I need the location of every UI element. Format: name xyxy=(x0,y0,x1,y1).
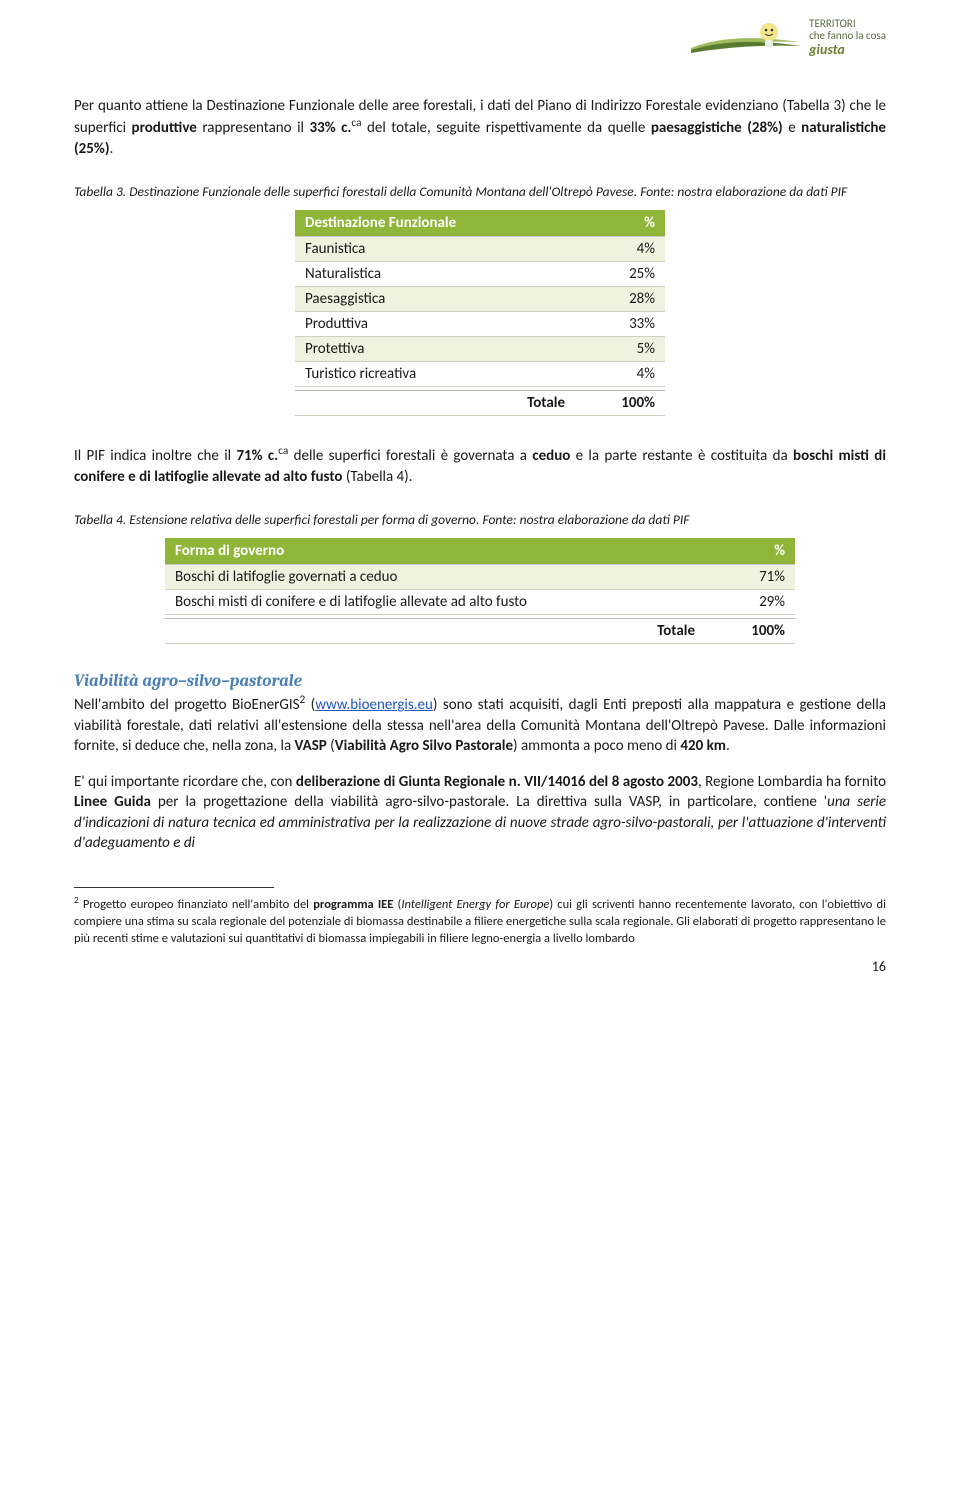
table-total-pct: 100% xyxy=(725,619,795,644)
table-cell-pct: 28% xyxy=(595,287,665,312)
table-3: Destinazione Funzionale % Faunistica4%Na… xyxy=(295,210,665,416)
table-cell-label: Produttiva xyxy=(295,312,595,337)
logo-text: TERRITORI che fanno la cosa giusta xyxy=(809,18,886,58)
p3-b2: Viabilità Agro Silvo Pastorale xyxy=(335,737,513,755)
p2-sup1: ca xyxy=(278,444,288,458)
table-cell-pct: 25% xyxy=(595,262,665,287)
table-cell-label: Turistico ricreativa xyxy=(295,362,595,387)
table-total-label: Totale xyxy=(295,391,595,416)
p2-seg4: (Tabella 4). xyxy=(342,468,412,486)
page-number: 16 xyxy=(74,958,886,975)
table-cell-pct: 71% xyxy=(725,565,795,590)
p3-seg6: . xyxy=(726,737,730,755)
p1-seg5: . xyxy=(110,140,114,158)
p2-seg1: Il PIF indica inoltre che il xyxy=(74,447,236,465)
p3-b3: 420 km xyxy=(680,737,726,755)
table-row: Faunistica4% xyxy=(295,237,665,262)
p1-seg4: e xyxy=(783,119,801,137)
t4-header-label: Forma di governo xyxy=(165,538,725,565)
p2-seg3: e la parte restante è costituita da xyxy=(570,447,793,465)
paragraph-2: Il PIF indica inoltre che il 71% c.ca de… xyxy=(74,444,886,487)
table-cell-label: Boschi misti di conifere e di latifoglie… xyxy=(165,590,725,615)
p4-seg3: per la progettazione della viabilità agr… xyxy=(151,793,827,811)
p1-seg2: rappresentano il xyxy=(197,119,310,137)
p4-b1: deliberazione di Giunta Regionale n. VII… xyxy=(296,773,698,791)
p4-seg1: E' qui importante ricordare che, con xyxy=(74,773,296,791)
p3-seg5: ) ammonta a poco meno di xyxy=(513,737,680,755)
table-cell-label: Faunistica xyxy=(295,237,595,262)
p2-b2: ceduo xyxy=(532,447,570,465)
fn-i1: Intelligent Energy for Europe xyxy=(401,897,549,912)
table-total-row: Totale100% xyxy=(165,619,795,644)
table-4: Forma di governo % Boschi di latifoglie … xyxy=(165,538,795,644)
logo-swoosh-icon xyxy=(691,20,801,56)
table-row: Protettiva5% xyxy=(295,337,665,362)
table-total-label: Totale xyxy=(165,619,725,644)
table-cell-label: Paesaggistica xyxy=(295,287,595,312)
paragraph-3: Nell'ambito del progetto BioEnerGIS2 (ww… xyxy=(74,693,886,756)
logo-line3: giusta xyxy=(809,41,845,58)
logo-line2: che fanno la cosa xyxy=(809,29,886,42)
table3-caption: Tabella 3. Destinazione Funzionale delle… xyxy=(74,183,886,201)
p2-b1: 71% c. xyxy=(236,447,278,465)
p3-seg1: Nell'ambito del progetto BioEnerGIS xyxy=(74,696,300,714)
p3-seg4: ( xyxy=(327,737,335,755)
table-row: Turistico ricreativa4% xyxy=(295,362,665,387)
p4-seg2: , Regione Lombardia ha fornito xyxy=(698,773,886,791)
t3-header-pct: % xyxy=(595,210,665,237)
table-total-pct: 100% xyxy=(595,391,665,416)
table-row: Boschi di latifoglie governati a ceduo71… xyxy=(165,565,795,590)
p1-sup1: ca xyxy=(351,116,361,130)
p1-b3: paesaggistiche (28%) xyxy=(651,119,783,137)
table-row: Boschi misti di conifere e di latifoglie… xyxy=(165,590,795,615)
p4-b2: Linee Guida xyxy=(74,793,151,811)
subheading-viabilita: Viabilità agro–silvo–pastorale xyxy=(74,672,886,691)
p1-seg3: del totale, seguite rispettivamente da q… xyxy=(361,119,650,137)
footnote-2: 2 Progetto europeo finanziato nell'ambit… xyxy=(74,894,886,948)
t3-header-label: Destinazione Funzionale xyxy=(295,210,595,237)
header-logo: TERRITORI che fanno la cosa giusta xyxy=(691,18,886,58)
t4-header-pct: % xyxy=(725,538,795,565)
footnote-separator xyxy=(74,887,274,888)
paragraph-4: E' qui importante ricordare che, con del… xyxy=(74,772,886,853)
p1-b2: 33% c. xyxy=(309,119,351,137)
table-cell-pct: 29% xyxy=(725,590,795,615)
fn-seg1: Progetto europeo finanziato nell'ambito … xyxy=(79,897,313,912)
table-row: Naturalistica25% xyxy=(295,262,665,287)
table-cell-label: Protettiva xyxy=(295,337,595,362)
fn-b1: programma IEE xyxy=(313,897,393,912)
p2-seg2: delle superfici forestali è governata a xyxy=(288,447,532,465)
paragraph-1: Per quanto attiene la Destinazione Funzi… xyxy=(74,96,886,159)
p3-seg2: ( xyxy=(305,696,315,714)
p3-b1: VASP xyxy=(295,737,327,755)
table-cell-pct: 33% xyxy=(595,312,665,337)
table-row: Produttiva33% xyxy=(295,312,665,337)
table-cell-pct: 4% xyxy=(595,362,665,387)
table-cell-label: Naturalistica xyxy=(295,262,595,287)
table-row: Paesaggistica28% xyxy=(295,287,665,312)
table-cell-label: Boschi di latifoglie governati a ceduo xyxy=(165,565,725,590)
p1-b1: produttive xyxy=(132,119,197,137)
table-cell-pct: 5% xyxy=(595,337,665,362)
logo-line1: TERRITORI xyxy=(809,17,856,30)
table-cell-pct: 4% xyxy=(595,237,665,262)
bioenergis-link[interactable]: www.bioenergis.eu xyxy=(315,696,433,714)
table-total-row: Totale100% xyxy=(295,391,665,416)
table4-caption: Tabella 4. Estensione relativa delle sup… xyxy=(74,511,886,529)
